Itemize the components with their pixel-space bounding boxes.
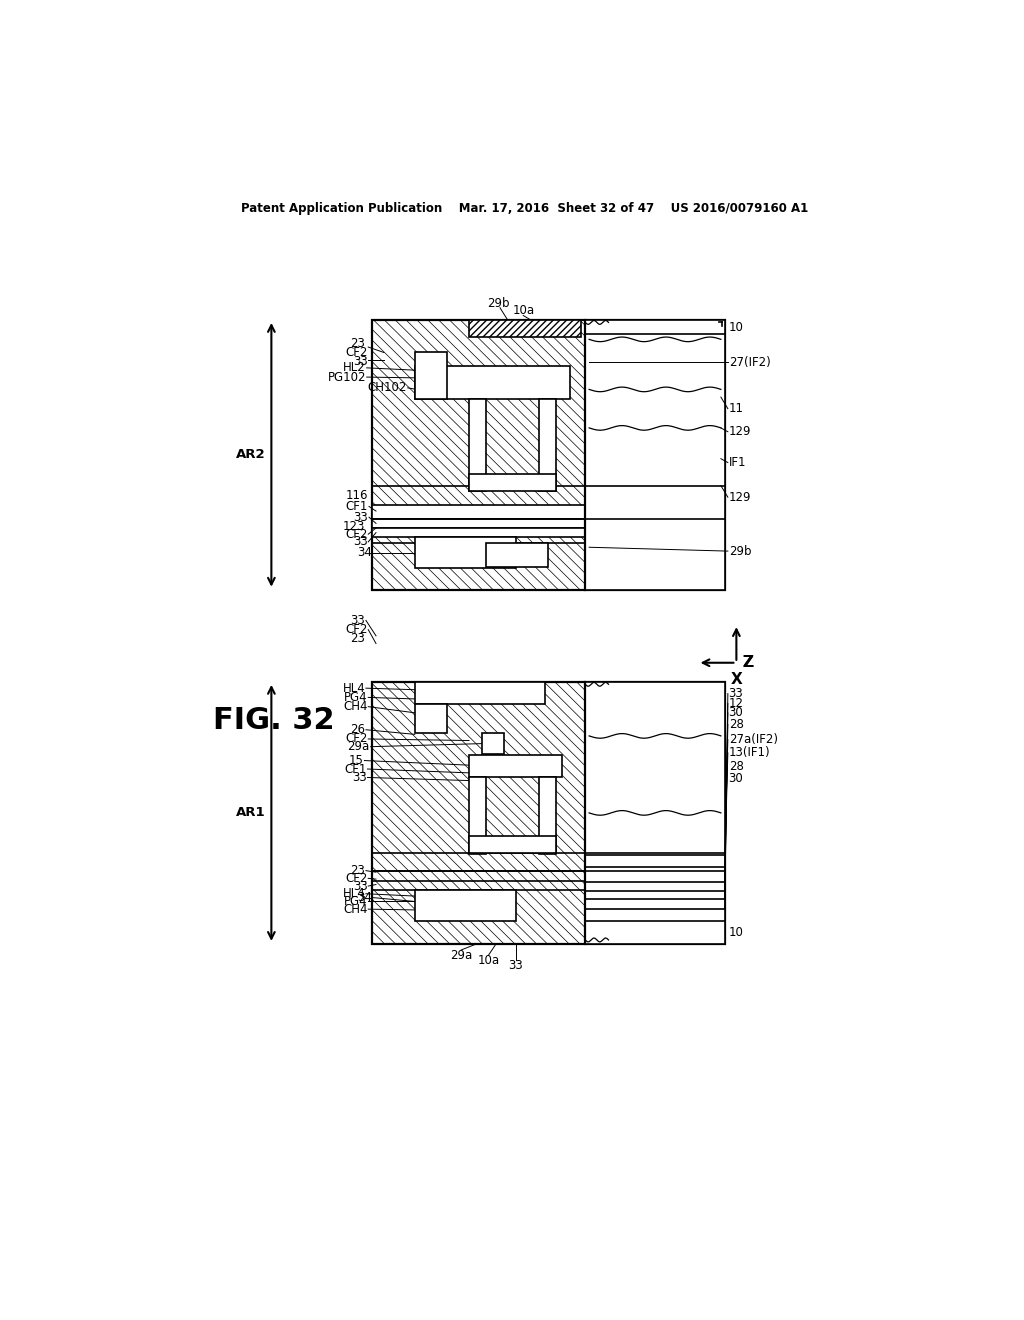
Text: 33: 33 [508,958,523,972]
Text: Patent Application Publication    Mar. 17, 2016  Sheet 32 of 47    US 2016/00791: Patent Application Publication Mar. 17, … [242,202,808,215]
Text: 15: 15 [349,754,364,767]
Bar [586,321,725,590]
Text: 10: 10 [729,321,743,334]
Bar [372,519,586,528]
Text: 10: 10 [729,925,743,939]
Text: HL2: HL2 [343,362,366,375]
Text: 33: 33 [352,536,368,548]
Text: 33: 33 [352,771,367,784]
Bar [486,544,548,566]
Text: CF2: CF2 [345,346,368,359]
Bar [469,399,486,491]
Bar [586,682,725,944]
Text: AR2: AR2 [236,449,265,462]
Bar [469,755,562,776]
Text: 33: 33 [729,686,743,700]
Text: CF1: CF1 [344,763,367,776]
Text: 34: 34 [357,891,372,904]
Text: 29b: 29b [729,545,752,557]
Text: PG4: PG4 [344,690,368,704]
Text: CF2: CF2 [345,528,368,541]
Text: 33: 33 [350,614,366,627]
Text: CH4: CH4 [343,700,368,713]
Text: 13(IF1): 13(IF1) [729,746,770,759]
Text: 29a: 29a [451,949,472,962]
Bar [469,836,556,853]
Text: 30: 30 [729,706,743,719]
Bar [469,321,582,337]
Text: Z: Z [742,655,754,671]
Bar [372,682,725,944]
Text: 30: 30 [729,772,743,785]
Bar [469,474,556,491]
Bar [372,528,586,537]
Text: PG4: PG4 [344,895,368,908]
Text: 10a: 10a [477,954,500,968]
Text: CH4: CH4 [343,903,368,916]
Bar [469,776,486,854]
Text: FIG. 32: FIG. 32 [213,706,335,735]
Text: HL4: HL4 [342,681,366,694]
Bar [539,399,556,491]
Bar [415,704,447,733]
Text: 28: 28 [729,760,743,774]
Text: 33: 33 [352,355,368,368]
Text: 123: 123 [343,520,366,533]
Bar [415,352,447,399]
Text: CF2: CF2 [345,623,368,636]
Text: CF1: CF1 [346,500,369,513]
Text: PG102: PG102 [328,371,366,384]
Text: 27(IF2): 27(IF2) [729,356,770,370]
Text: 23: 23 [350,337,366,350]
Text: 26: 26 [350,723,366,737]
Text: CH102: CH102 [368,381,407,395]
Text: 27a(IF2): 27a(IF2) [729,733,777,746]
Text: 116: 116 [346,490,369,502]
Text: 11: 11 [729,403,743,416]
Bar [415,890,515,921]
Text: 33: 33 [352,879,368,892]
Text: Z: Z [742,655,754,671]
Bar [372,321,725,590]
Bar [415,682,545,704]
Bar [539,776,556,854]
Text: 34: 34 [357,546,372,560]
Text: 23: 23 [350,865,366,878]
Bar [372,506,586,519]
Text: 29a: 29a [347,741,370,754]
Text: 28: 28 [729,718,743,731]
Text: X: X [730,672,742,686]
Text: 12: 12 [729,697,743,710]
Text: HL4: HL4 [342,887,366,900]
Text: 29b: 29b [487,297,510,310]
Text: 23: 23 [350,632,366,645]
Text: CF2: CF2 [345,733,368,746]
Text: IF1: IF1 [729,455,746,469]
Bar [415,537,515,568]
Text: 33: 33 [353,511,369,524]
Bar [482,733,504,755]
Text: AR1: AR1 [236,807,265,820]
Text: 129: 129 [729,425,752,438]
Text: CF2: CF2 [345,871,368,884]
Text: 129: 129 [729,491,752,504]
Bar [415,367,569,399]
Text: 10a: 10a [512,305,535,317]
